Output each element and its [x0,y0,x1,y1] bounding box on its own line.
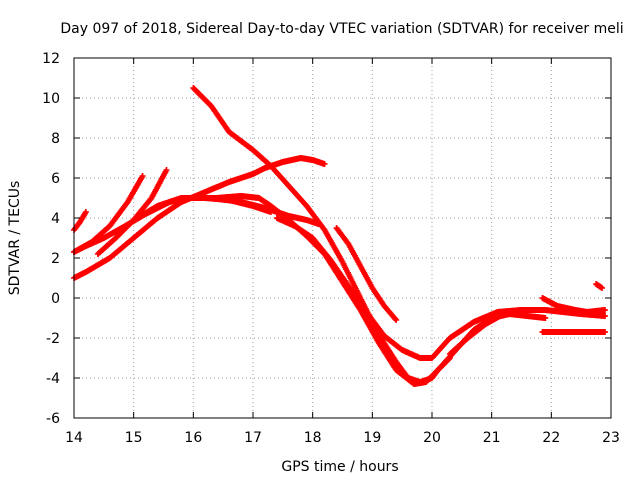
y-tick-label: 6 [51,171,60,187]
series-track-k [446,307,543,357]
series-track-e [94,167,170,257]
data-point [163,167,170,173]
axis-ticks: 14 15 16 17 18 19 20 21 22 23 -6 -4 -2 0 2 4 6 8 10 12 [42,51,620,446]
y-tick-label: 10 [42,91,60,107]
series-track-d [71,173,146,255]
data-point [542,315,549,321]
series-track-m [539,329,609,335]
y-tick-label: 4 [51,211,60,227]
data-point [392,315,399,322]
chart-title: Day 097 of 2018, Sidereal Day-to-day VTE… [60,21,623,37]
x-tick-label: 18 [304,430,322,446]
x-tick-label: 22 [542,430,560,446]
x-tick-label: 17 [244,430,262,446]
x-tick-label: 15 [125,430,143,446]
data-point [139,173,146,179]
y-tick-label: 2 [51,251,60,267]
data-point [602,329,609,335]
y-tick-label: -6 [46,411,60,427]
x-tick-label: 14 [65,430,83,446]
x-tick-label: 19 [363,430,381,446]
x-axis-label: GPS time / hours [281,459,398,475]
data-point [602,307,609,313]
y-tick-label: 8 [51,131,60,147]
data-point [602,313,609,319]
x-tick-label: 21 [483,430,501,446]
series-track-g [190,85,453,385]
data-point [321,161,328,167]
series-track-l [539,295,609,315]
data-point [267,209,274,215]
data-point [393,317,400,323]
data-series [71,85,609,387]
data-point [536,307,543,313]
plot-frame [73,57,612,419]
series-track-h [190,193,549,387]
series-track-n [593,281,606,291]
y-tick-label: -2 [46,331,60,347]
y-tick-label: 12 [42,51,60,67]
x-tick-label: 20 [423,430,441,446]
series-track-j [333,225,400,323]
data-point [82,209,89,215]
series-track-i [273,215,609,361]
x-tick-label: 16 [184,430,202,446]
y-tick-label: 0 [51,291,60,307]
x-tick-label: 23 [602,430,620,446]
data-point [599,285,606,291]
y-tick-label: -4 [46,371,60,387]
y-axis-label: SDTVAR / TECUs [7,181,23,296]
